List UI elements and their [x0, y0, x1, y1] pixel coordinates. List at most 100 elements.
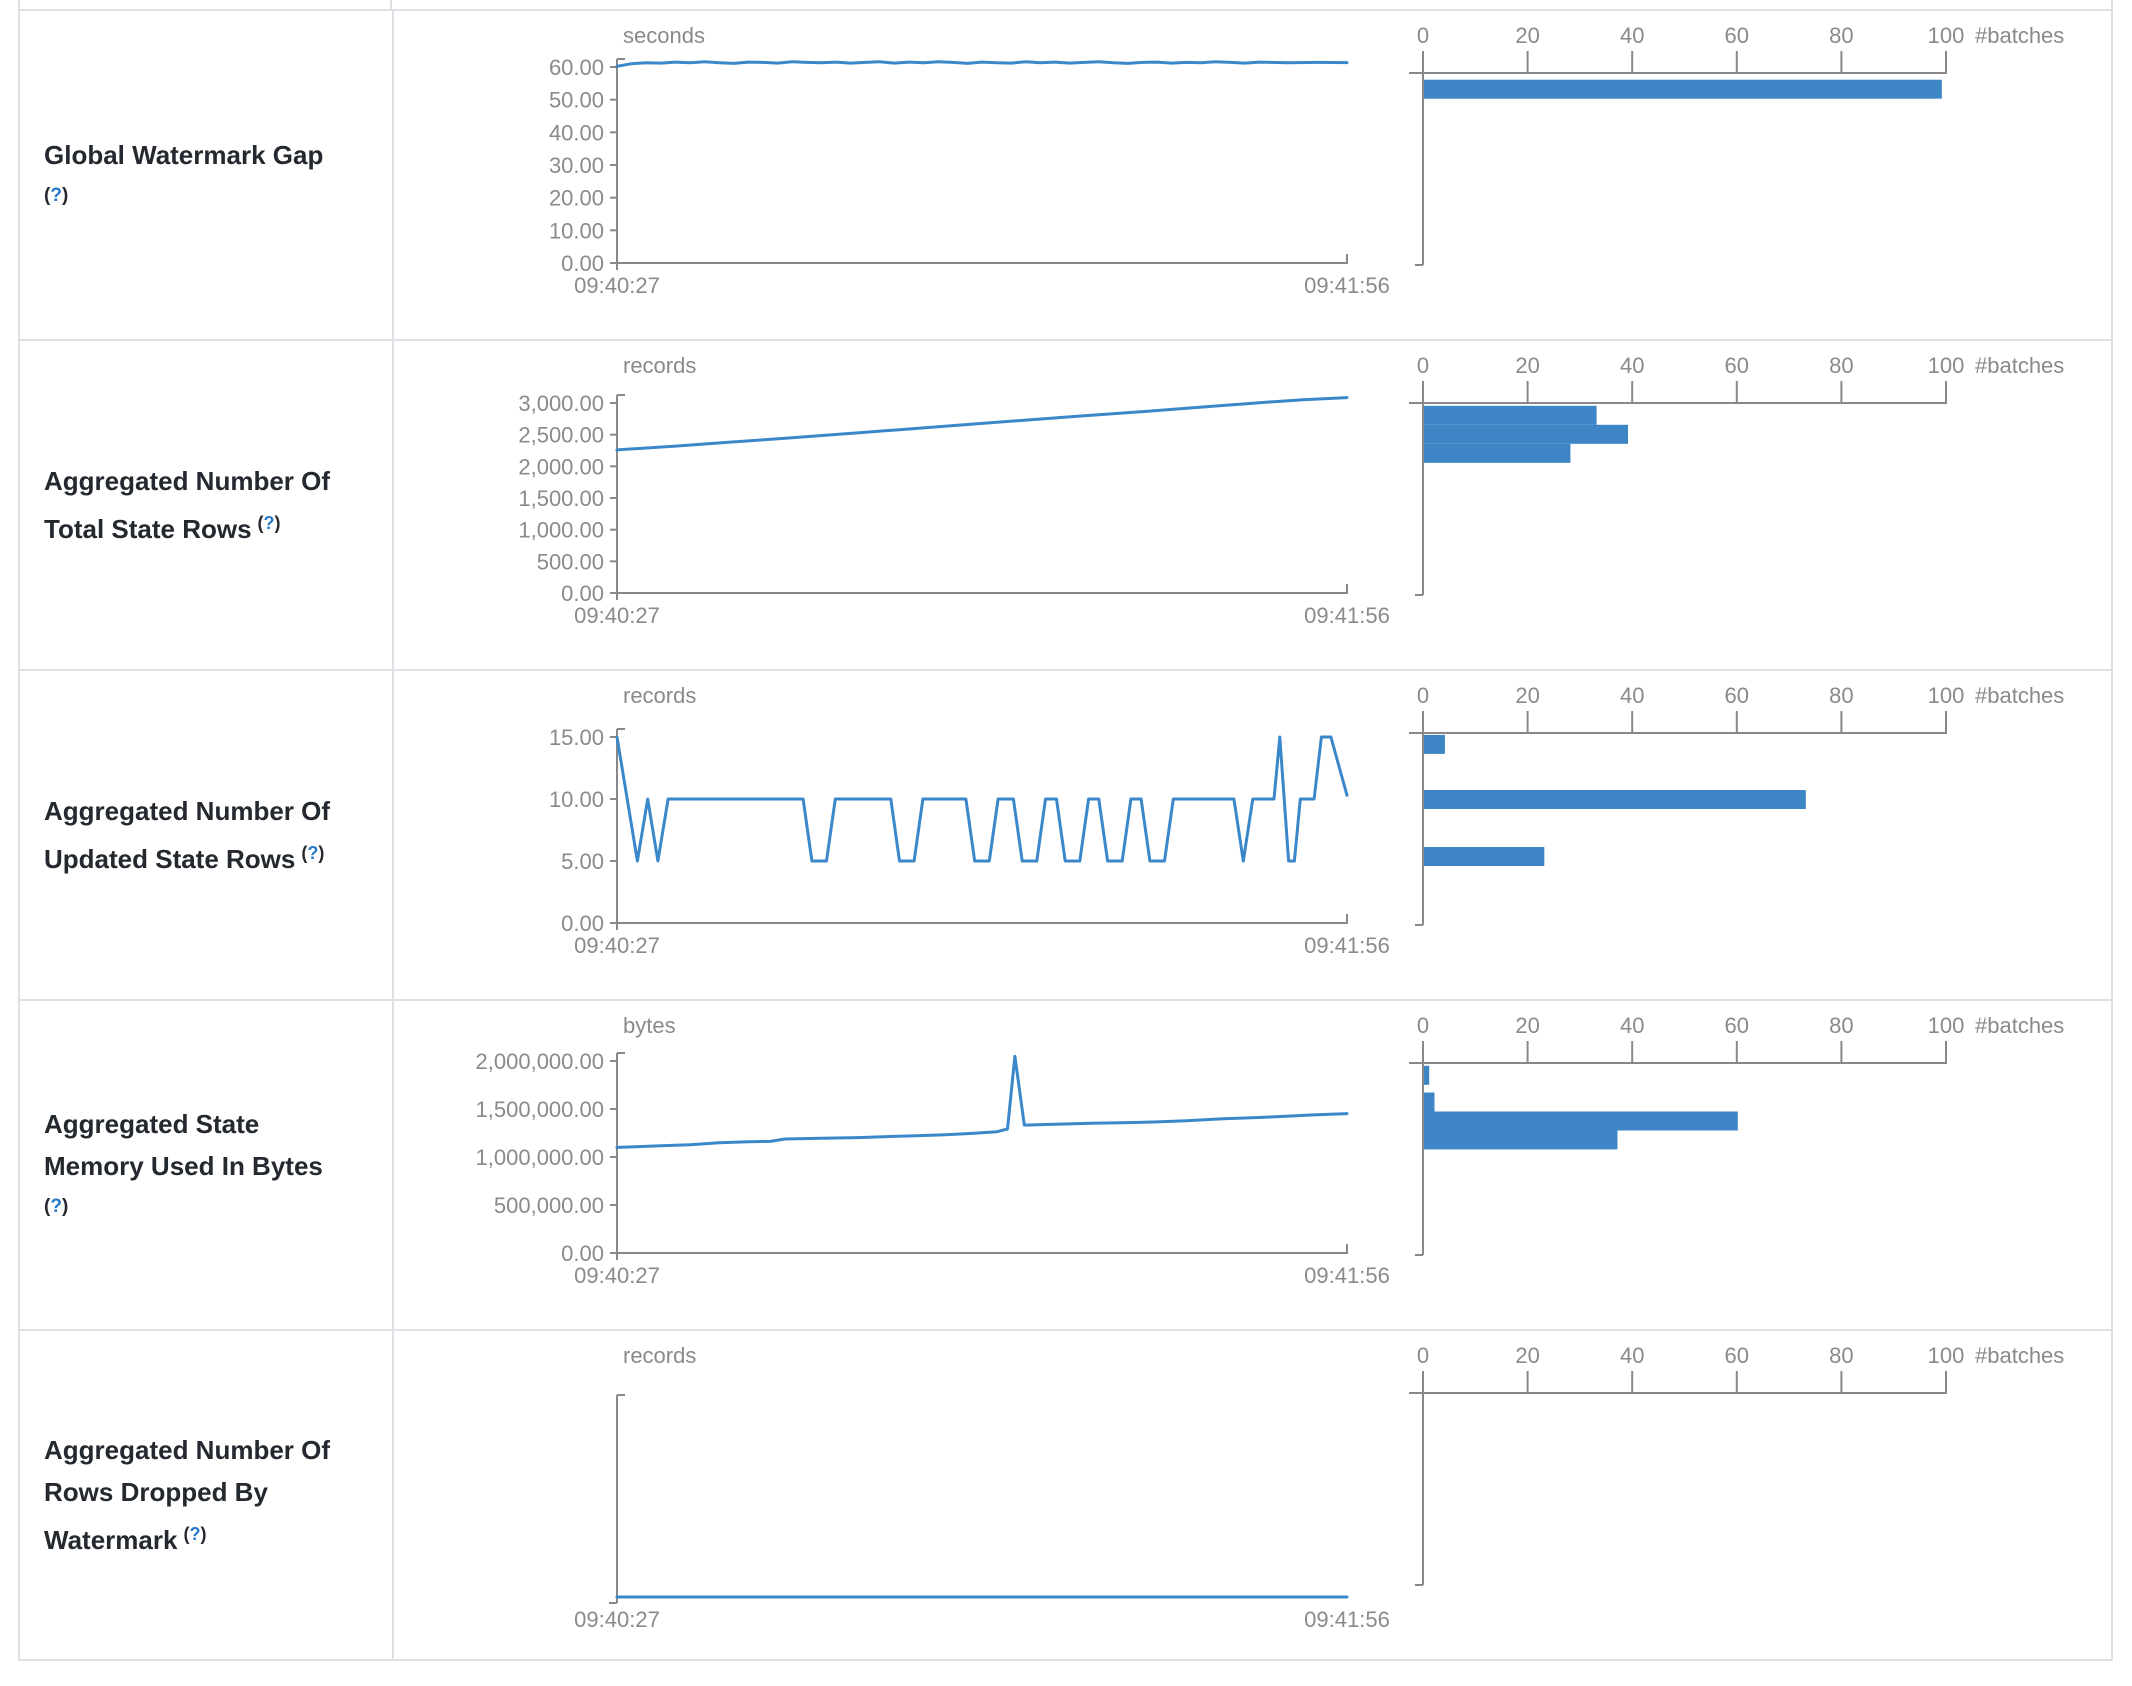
- metric-name-text: Memory Used In Bytes: [44, 1150, 323, 1181]
- histogram-chart-updated-state-rows: 0 20 40 60 80 100 #batches: [1409, 683, 2064, 926]
- hist-axis-tick-label: 0: [1417, 1013, 1429, 1038]
- y-axis-tick-label: 0.00: [561, 911, 604, 936]
- y-axis-tick-label: 1,000.00: [518, 518, 604, 543]
- timeline-unit-label: bytes: [623, 1013, 676, 1038]
- help-icon[interactable]: (?): [183, 1524, 206, 1544]
- metric-name-text: Watermark: [44, 1525, 178, 1555]
- hist-axis-tick-label: 40: [1620, 1013, 1644, 1038]
- metric-row-global-watermark-gap: Global Watermark Gap (?) seconds 60.00 50.00…: [20, 11, 2111, 341]
- help-question-mark: ?: [50, 184, 62, 206]
- histogram-bar: [1424, 1130, 1618, 1150]
- x-axis-end-time: 09:41:56: [1304, 1263, 1390, 1288]
- hist-axis-unit-label: #batches: [1975, 1013, 2064, 1038]
- hist-axis-tick-label: 100: [1928, 23, 1965, 48]
- y-axis-tick-label: 40.00: [549, 120, 604, 145]
- metric-help-row: (?): [44, 1187, 384, 1228]
- timeline-chart-state-memory-bytes: bytes 2,000,000.00 1,500,000.00 1,000,000.0…: [476, 1013, 1390, 1288]
- hist-axis-tick-label: 60: [1725, 23, 1749, 48]
- histogram-bar: [1424, 424, 1628, 444]
- x-axis-start-time: 09:40:27: [574, 1607, 660, 1632]
- hist-axis-tick-label: 0: [1417, 23, 1429, 48]
- help-question-mark: ?: [189, 1524, 201, 1544]
- x-axis-end-time: 09:41:56: [1304, 603, 1390, 628]
- help-question-mark: ?: [50, 1195, 62, 1217]
- timeline-chart-rows-dropped-by-watermark: records 09:40:27 09:41:56: [574, 1343, 1390, 1632]
- hist-axis-tick-label: 20: [1515, 1013, 1539, 1038]
- viz-cell-rows-dropped-by-watermark: records 09:40:27 09:41:56 0 20 40 60 80 100 #batc…: [394, 1331, 2111, 1659]
- timeline-chart-global-watermark-gap: seconds 60.00 50.00 40.00 30.00 20.00 10.00 0.0…: [549, 23, 1390, 298]
- viz-cell-updated-state-rows: records 15.00 10.00 5.00 0.00 09:40:27 09:41:5…: [394, 671, 2111, 999]
- help-icon[interactable]: (?): [44, 185, 68, 206]
- metric-name-rows-dropped-by-watermark: Aggregated Number Of Rows Dropped By Water…: [20, 1331, 394, 1659]
- help-icon[interactable]: (?): [258, 513, 281, 533]
- help-icon[interactable]: (?): [301, 843, 324, 863]
- y-axis-tick-label: 0.00: [561, 581, 604, 606]
- timeline-unit-label: records: [623, 683, 696, 708]
- y-axis-tick-label: 60.00: [549, 55, 604, 80]
- help-paren: (: [44, 1195, 51, 1217]
- histogram-chart-global-watermark-gap: 0 20 40 60 80 100 #batches: [1409, 23, 2064, 266]
- metric-row-updated-state-rows: Aggregated Number Of Updated State Rows (?…: [20, 671, 2111, 1001]
- hist-axis-tick-label: 80: [1829, 353, 1853, 378]
- hist-axis-tick-label: 60: [1725, 683, 1749, 708]
- timeline-line: [615, 735, 1349, 863]
- metric-row-rows-dropped-by-watermark: Aggregated Number Of Rows Dropped By Water…: [20, 1331, 2111, 1661]
- histogram-bar: [1424, 1111, 1738, 1131]
- hist-axis-tick-label: 40: [1620, 23, 1644, 48]
- viz-cell-global-watermark-gap: seconds 60.00 50.00 40.00 30.00 20.00 10.00 0.0…: [394, 11, 2111, 339]
- hist-axis-tick-label: 0: [1417, 1343, 1429, 1368]
- histogram-bar: [1424, 790, 1806, 809]
- metric-name-text: Aggregated Number Of: [44, 466, 331, 496]
- table-border-stub-left: [18, 0, 20, 9]
- streaming-statistics-table: Global Watermark Gap (?) seconds 60.00 50.00…: [18, 9, 2113, 1661]
- help-question-mark: ?: [263, 513, 275, 533]
- histogram-chart-total-state-rows: 0 20 40 60 80 100 #batches: [1409, 353, 2064, 596]
- charts-global-watermark-gap: seconds 60.00 50.00 40.00 30.00 20.00 10.00 0.0…: [549, 23, 2064, 298]
- y-axis-tick-label: 1,500,000.00: [476, 1097, 604, 1122]
- metric-name-text: Updated State Rows: [44, 844, 296, 874]
- timeline-unit-label: records: [623, 1343, 696, 1368]
- y-axis-tick-label: 10.00: [549, 787, 604, 812]
- hist-axis-tick-label: 100: [1928, 683, 1965, 708]
- y-axis-tick-label: 30.00: [549, 153, 604, 178]
- hist-axis-unit-label: #batches: [1975, 353, 2064, 378]
- timeline-unit-label: seconds: [623, 23, 705, 48]
- help-paren: (: [257, 513, 264, 533]
- timeline-line: [615, 1054, 1349, 1149]
- y-axis-tick-label: 2,000.00: [518, 454, 604, 479]
- hist-axis-tick-label: 60: [1725, 1013, 1749, 1038]
- metric-name-line: Total State Rows (?): [44, 502, 384, 550]
- histogram-bar: [1424, 734, 1445, 754]
- hist-axis-tick-label: 20: [1515, 683, 1539, 708]
- histogram-bar: [1424, 79, 1942, 99]
- hist-axis-tick-label: 60: [1725, 1343, 1749, 1368]
- x-axis-end-time: 09:41:56: [1304, 933, 1390, 958]
- y-axis-tick-label: 5.00: [561, 849, 604, 874]
- histogram-chart-rows-dropped-by-watermark: 0 20 40 60 80 100 #batches: [1409, 1343, 2064, 1586]
- histogram-bar: [1424, 1065, 1430, 1085]
- metric-row-total-state-rows: Aggregated Number Of Total State Rows (?) r…: [20, 341, 2111, 671]
- timeline-chart-total-state-rows: records 3,000.00 2,500.00 2,000.00 1,500.00 1…: [518, 353, 1389, 628]
- hist-axis-tick-label: 100: [1928, 353, 1965, 378]
- help-paren: ): [61, 1195, 69, 1217]
- metric-name-total-state-rows: Aggregated Number Of Total State Rows (?): [20, 341, 394, 669]
- y-axis-tick-label: 10.00: [549, 218, 604, 243]
- histogram-chart-state-memory-bytes: 0 20 40 60 80 100 #batches: [1409, 1013, 2064, 1256]
- x-axis-start-time: 09:40:27: [574, 603, 660, 628]
- y-axis-tick-label: 20.00: [549, 186, 604, 211]
- hist-axis-unit-label: #batches: [1975, 23, 2064, 48]
- help-paren: ): [61, 184, 69, 206]
- x-axis-start-time: 09:40:27: [574, 273, 660, 298]
- y-axis-tick-label: 500.00: [537, 549, 604, 574]
- metric-name-line: Global Watermark Gap: [44, 134, 384, 176]
- hist-axis-tick-label: 80: [1829, 1013, 1853, 1038]
- hist-axis-tick-label: 40: [1620, 1343, 1644, 1368]
- hist-axis-tick-label: 80: [1829, 683, 1853, 708]
- hist-axis-tick-label: 0: [1417, 683, 1429, 708]
- hist-axis-tick-label: 80: [1829, 1343, 1853, 1368]
- metric-name-global-watermark-gap: Global Watermark Gap (?): [20, 11, 394, 339]
- help-icon[interactable]: (?): [44, 1196, 68, 1217]
- metric-name-line: Memory Used In Bytes: [44, 1145, 384, 1187]
